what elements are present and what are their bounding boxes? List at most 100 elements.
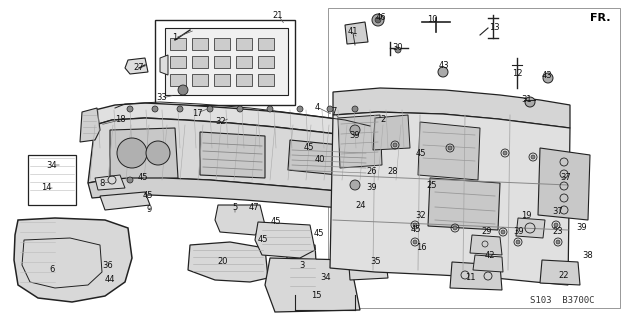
Text: 17: 17 <box>192 108 203 117</box>
Text: 45: 45 <box>143 190 154 199</box>
Text: 46: 46 <box>376 13 386 22</box>
Text: 43: 43 <box>439 60 449 69</box>
Bar <box>214 38 230 50</box>
Text: 40: 40 <box>315 156 326 164</box>
Polygon shape <box>473 255 503 272</box>
Polygon shape <box>470 235 502 255</box>
Text: 35: 35 <box>371 258 382 267</box>
Text: 18: 18 <box>115 116 125 124</box>
Polygon shape <box>538 148 590 220</box>
Polygon shape <box>125 58 148 74</box>
Circle shape <box>350 180 360 190</box>
Bar <box>192 38 208 50</box>
Circle shape <box>352 106 358 112</box>
Text: 19: 19 <box>521 211 531 220</box>
Polygon shape <box>288 140 370 178</box>
Text: 38: 38 <box>583 251 594 260</box>
Text: S103  B3700C: S103 B3700C <box>530 296 594 305</box>
Circle shape <box>413 240 417 244</box>
Text: 39: 39 <box>576 223 587 233</box>
Text: 24: 24 <box>355 201 366 210</box>
Text: 9: 9 <box>147 205 152 214</box>
Text: 16: 16 <box>416 244 426 252</box>
Text: 33: 33 <box>157 93 168 102</box>
Circle shape <box>438 67 448 77</box>
Polygon shape <box>285 245 318 298</box>
Circle shape <box>178 85 188 95</box>
Circle shape <box>207 106 213 112</box>
Polygon shape <box>345 22 368 44</box>
Bar <box>192 56 208 68</box>
Text: 1: 1 <box>173 34 178 43</box>
Text: 22: 22 <box>559 270 569 279</box>
Polygon shape <box>100 192 150 210</box>
Polygon shape <box>88 118 415 200</box>
Text: FR.: FR. <box>590 13 610 23</box>
Text: 11: 11 <box>465 274 475 283</box>
Text: 47: 47 <box>248 204 259 212</box>
Text: 45: 45 <box>411 226 421 235</box>
Polygon shape <box>373 115 410 150</box>
Text: 45: 45 <box>271 218 282 227</box>
Text: 45: 45 <box>314 228 324 237</box>
Text: 32: 32 <box>216 117 226 126</box>
Polygon shape <box>14 218 132 302</box>
Circle shape <box>554 223 558 227</box>
Text: 36: 36 <box>103 260 113 269</box>
Circle shape <box>267 106 273 112</box>
Polygon shape <box>88 178 408 215</box>
Text: 44: 44 <box>104 276 115 284</box>
Circle shape <box>237 106 243 112</box>
Polygon shape <box>200 132 265 178</box>
Polygon shape <box>333 88 570 128</box>
Circle shape <box>531 155 535 159</box>
Text: 21: 21 <box>273 11 283 20</box>
Text: 8: 8 <box>99 179 104 188</box>
Polygon shape <box>265 258 360 312</box>
Text: 28: 28 <box>388 167 398 177</box>
Polygon shape <box>95 175 125 190</box>
Text: 23: 23 <box>553 228 563 236</box>
Circle shape <box>393 143 397 147</box>
Text: 41: 41 <box>348 28 358 36</box>
Circle shape <box>525 97 535 107</box>
Circle shape <box>127 106 133 112</box>
Circle shape <box>117 138 147 168</box>
Polygon shape <box>255 222 315 258</box>
Polygon shape <box>338 115 382 168</box>
Text: 5: 5 <box>233 203 238 212</box>
Text: 37: 37 <box>553 207 563 217</box>
Polygon shape <box>110 128 178 180</box>
Polygon shape <box>165 28 288 95</box>
Text: 29: 29 <box>482 228 492 236</box>
Text: 6: 6 <box>49 266 55 275</box>
Text: 15: 15 <box>311 291 321 300</box>
Circle shape <box>413 223 417 227</box>
Circle shape <box>146 141 170 165</box>
Circle shape <box>543 73 553 83</box>
Circle shape <box>327 106 333 112</box>
Polygon shape <box>418 122 480 180</box>
Bar <box>236 74 252 86</box>
Text: 7: 7 <box>331 108 337 116</box>
Bar <box>170 38 186 50</box>
Polygon shape <box>516 218 545 238</box>
Text: 13: 13 <box>489 23 499 33</box>
Circle shape <box>516 240 520 244</box>
Text: 27: 27 <box>134 63 145 73</box>
Circle shape <box>127 177 133 183</box>
Bar <box>258 56 274 68</box>
Bar <box>28 155 76 205</box>
Text: 26: 26 <box>367 167 377 177</box>
Text: 45: 45 <box>416 148 426 157</box>
Circle shape <box>152 106 158 112</box>
Text: 12: 12 <box>512 68 522 77</box>
Text: 4: 4 <box>315 102 320 111</box>
Text: 42: 42 <box>485 251 495 260</box>
Text: 31: 31 <box>522 95 533 105</box>
Bar <box>170 56 186 68</box>
Polygon shape <box>160 55 168 75</box>
Text: 39: 39 <box>513 228 524 236</box>
Text: 45: 45 <box>258 236 268 244</box>
Polygon shape <box>450 262 502 290</box>
